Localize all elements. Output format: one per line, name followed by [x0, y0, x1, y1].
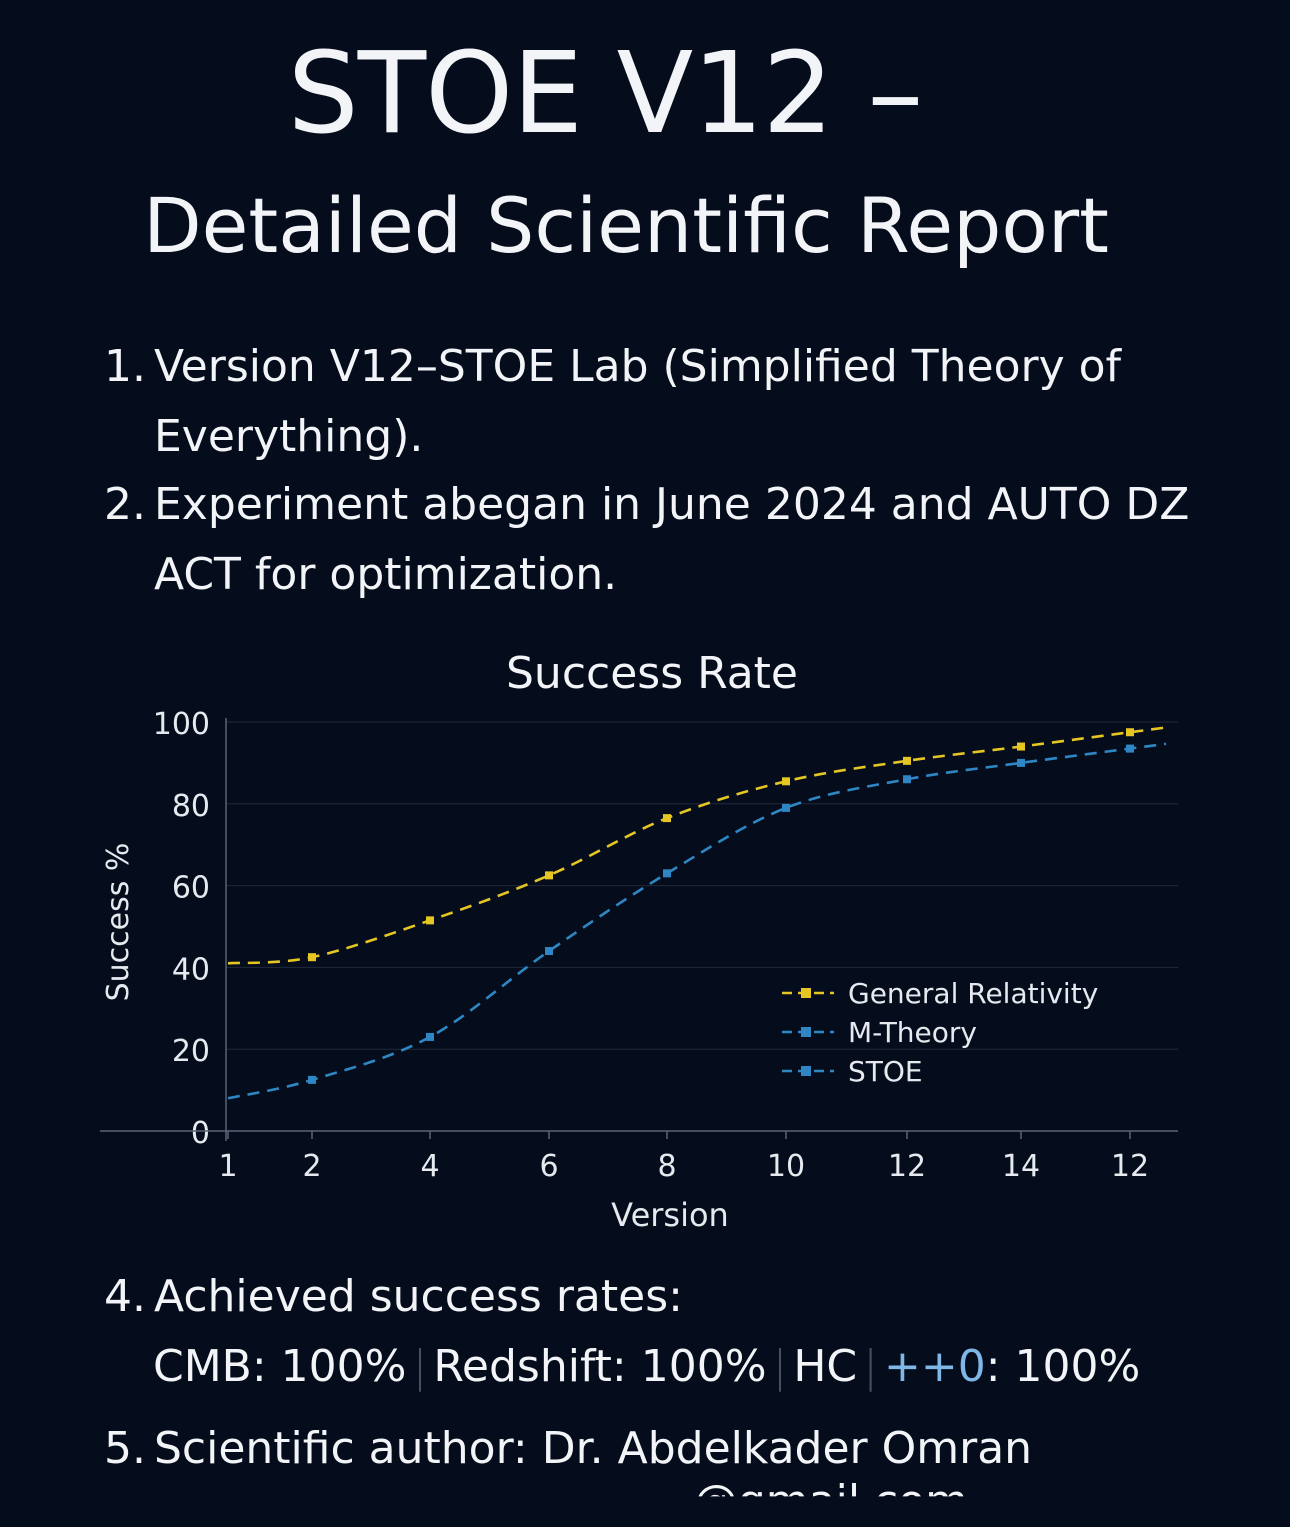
author-email-partial: ...........@gmail.com	[540, 1476, 969, 1527]
series-line-1	[227, 742, 1167, 1100]
data-point	[903, 775, 911, 784]
x-tick-label: 14	[1002, 1149, 1040, 1184]
data-point	[1017, 758, 1025, 767]
item-number: 4.	[104, 1271, 146, 1322]
y-tick-label: 20	[172, 1034, 210, 1069]
data-point	[663, 814, 671, 823]
data-point	[545, 871, 553, 880]
legend-label: M-Theory	[848, 1016, 977, 1049]
y-tick-label: 80	[172, 789, 210, 824]
legend-label: STOE	[848, 1055, 923, 1088]
data-point	[782, 777, 790, 786]
chart-title: Success Rate	[506, 648, 798, 699]
list-item: 5. Scientific author: Dr. Abdelkader Omr…	[104, 1414, 1204, 1484]
data-point	[903, 756, 911, 765]
item-text: Experiment abegan in June 2024 and AUTO …	[154, 479, 1190, 600]
legend-marker	[801, 1027, 811, 1037]
item-text: Achieved success rates:	[154, 1271, 683, 1322]
data-point	[308, 953, 316, 962]
list-item: 2. Experiment abegan in June 2024 and AU…	[104, 470, 1194, 610]
separator: |	[863, 1341, 878, 1392]
item-text: Scientific author: Dr. Abdelkader Omran	[154, 1423, 1033, 1474]
data-point	[782, 803, 790, 812]
rate-redshift: Redshift: 100%	[433, 1341, 767, 1392]
data-point	[1126, 728, 1134, 737]
rate-hc: HC	[793, 1341, 858, 1392]
legend-marker	[801, 988, 811, 998]
y-tick-label: 100	[153, 707, 210, 742]
data-point	[545, 947, 553, 956]
list-item: 1. Version V12–STOE Lab (Simplified Theo…	[104, 332, 1154, 472]
legend-marker	[801, 1066, 811, 1076]
data-point	[663, 869, 671, 878]
y-axis-label: Success %	[101, 843, 136, 1002]
data-point	[308, 1075, 316, 1084]
list-item: 4. Achieved success rates:	[104, 1262, 1204, 1332]
item-number: 1.	[104, 341, 146, 392]
x-tick-label: 12	[1111, 1149, 1149, 1184]
rate-pp-value: : 100%	[985, 1341, 1141, 1392]
y-tick-label: 0	[191, 1116, 210, 1151]
page-title: STOE V12 –	[287, 29, 924, 159]
x-axis-label: Version	[611, 1196, 729, 1234]
y-tick-label: 60	[172, 871, 210, 906]
x-tick-label: 4	[420, 1149, 439, 1184]
data-point	[1126, 744, 1134, 753]
rate-cmb: CMB: 100%	[153, 1341, 407, 1392]
data-point	[426, 916, 434, 925]
y-tick-label: 40	[172, 952, 210, 987]
legend-label: General Relativity	[848, 977, 1098, 1010]
x-tick-label: 10	[767, 1149, 805, 1184]
item-number: 2.	[104, 479, 146, 530]
separator: |	[772, 1341, 788, 1392]
x-tick-label: 2	[302, 1149, 321, 1184]
x-tick-label: 1	[218, 1149, 237, 1184]
page-subtitle: Detailed Scientific Report	[143, 181, 1109, 270]
success-rates-line: CMB: 100% | Redshift: 100% | HC | ++0: 100%	[153, 1332, 1140, 1402]
x-tick-label: 12	[888, 1149, 926, 1184]
series-line-0	[227, 726, 1167, 965]
separator: |	[412, 1341, 428, 1392]
rate-pp-label: ++0	[883, 1341, 986, 1392]
x-tick-label: 8	[657, 1149, 676, 1184]
item-number: 5.	[104, 1423, 146, 1474]
item-text: Version V12–STOE Lab (Simplified Theory …	[154, 341, 1122, 462]
data-point	[1017, 742, 1025, 751]
data-point	[426, 1032, 434, 1041]
x-tick-label: 6	[539, 1149, 558, 1184]
